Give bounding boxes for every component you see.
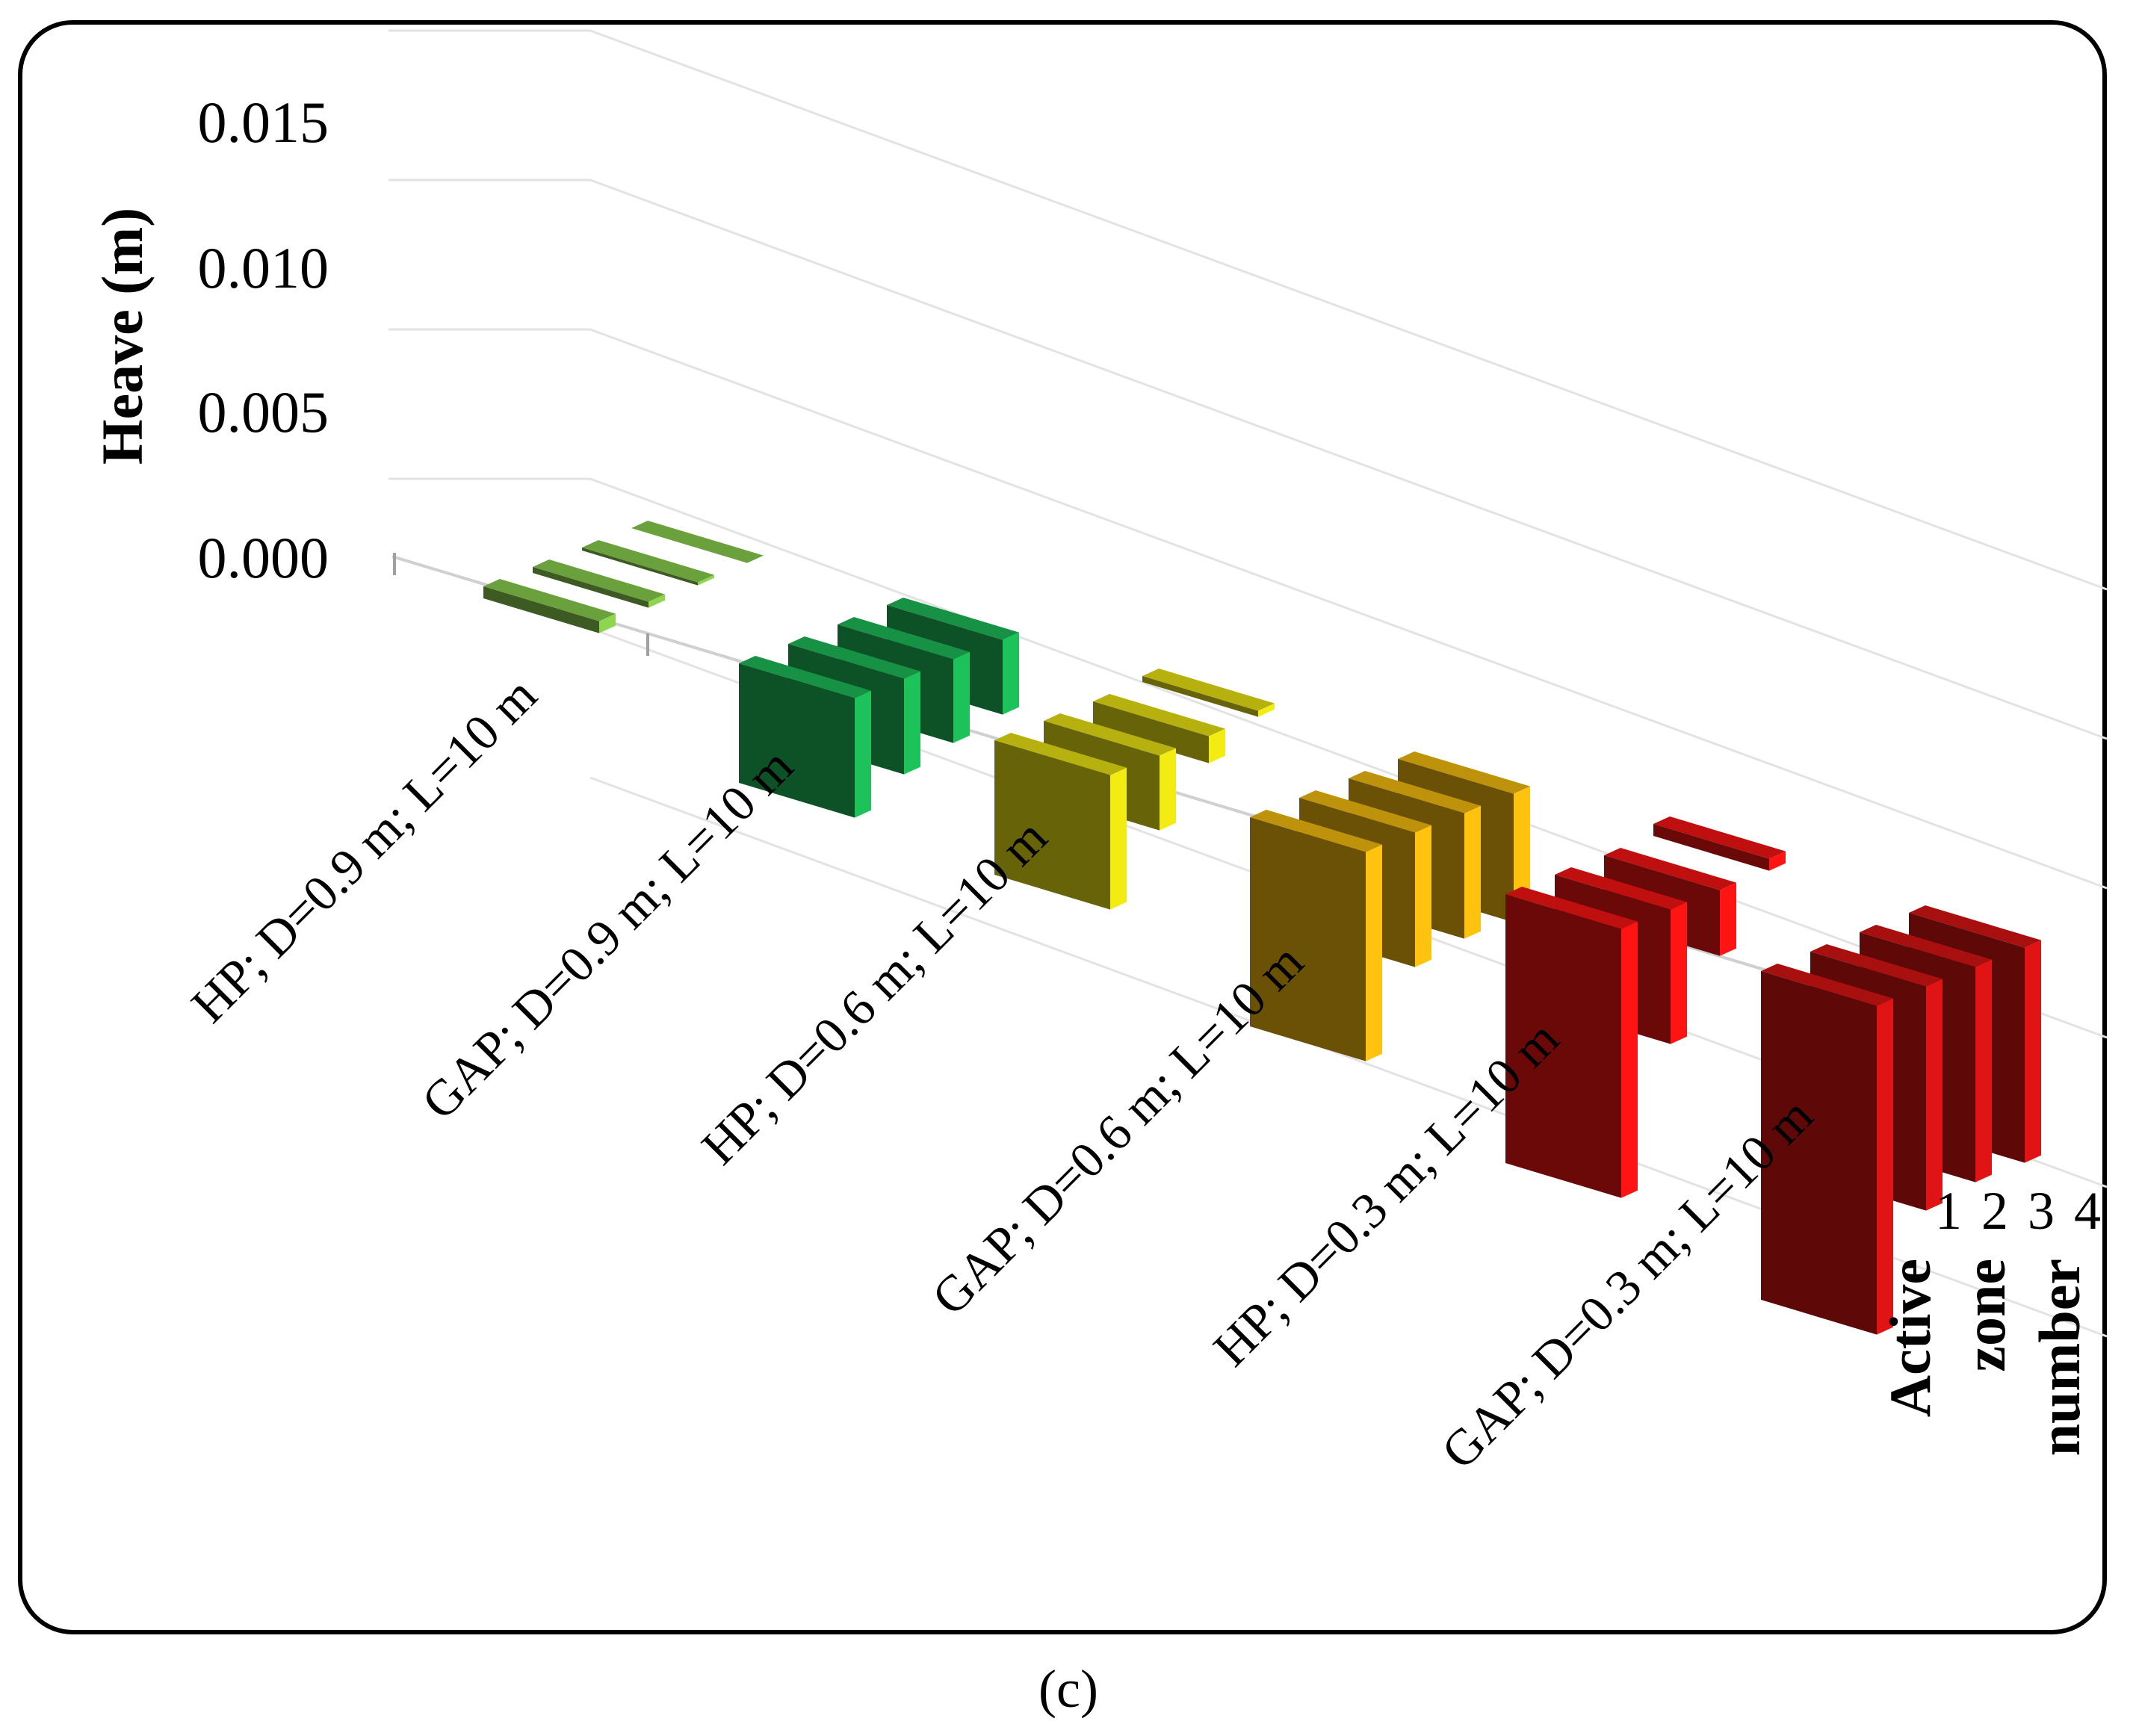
- bar-cap: [838, 617, 970, 660]
- bar-cap: [1810, 944, 1942, 987]
- bar-front-face: [1761, 971, 1877, 1335]
- bar-cap: [533, 559, 665, 602]
- bar-cap: [483, 579, 616, 621]
- bar-cap: [1299, 790, 1431, 833]
- y-tick-label: 0.005: [198, 379, 329, 444]
- bar: [631, 521, 764, 563]
- bar-side-face: [1926, 979, 1942, 1211]
- bar-front-face: [1142, 676, 1258, 717]
- bar-front-face: [1653, 824, 1769, 871]
- bar-side-face: [1003, 632, 1019, 715]
- bar-front-face: [483, 586, 599, 633]
- bar-cap: [1909, 905, 2041, 948]
- bar-side-face: [904, 671, 920, 775]
- y-tick-label: 0.000: [198, 525, 329, 590]
- gridline: [388, 29, 2108, 591]
- gridline: [388, 328, 2108, 890]
- bar-cap: [1604, 848, 1736, 890]
- bar: [1653, 816, 1786, 871]
- bar-side-face: [1975, 959, 1992, 1182]
- bar-side-face: [855, 690, 871, 818]
- bar-side-face: [1720, 882, 1736, 956]
- gridline: [388, 179, 2108, 740]
- bar-cap: [1093, 694, 1225, 737]
- bar: [994, 733, 1127, 910]
- bar-front-face: [533, 567, 648, 608]
- gridline: [388, 477, 2108, 1039]
- bar-cap: [631, 521, 764, 563]
- bar-side-face: [1415, 825, 1431, 967]
- bar: [1505, 887, 1638, 1198]
- bar: [1093, 694, 1225, 763]
- figure-label: (c): [1038, 1659, 1098, 1719]
- bar-cap: [1555, 867, 1687, 910]
- bar-side-face: [1769, 851, 1786, 871]
- bar-side-face: [599, 613, 616, 633]
- depth-tick-label: 2: [1981, 1181, 2008, 1241]
- bar-cap: [582, 540, 714, 583]
- bar-cap: [1761, 964, 1893, 1006]
- bar-cap: [1398, 751, 1530, 794]
- bar-cap: [1250, 810, 1382, 852]
- y-tick-labels: 0.015 0.010 0.005 0.000: [198, 90, 329, 590]
- bar-side-face: [2025, 940, 2041, 1163]
- bar-side-face: [1621, 921, 1638, 1198]
- bar-side-face: [1464, 805, 1481, 939]
- bar-side-face: [1671, 902, 1687, 1044]
- bar-cap: [994, 733, 1127, 775]
- bar-side-face: [1258, 703, 1275, 717]
- bar-cap: [739, 656, 871, 698]
- bar-front-face: [739, 663, 855, 818]
- depth-axis-labels: 1 2 3 4 Active zone number: [1877, 1181, 2101, 1456]
- bar-cap: [788, 636, 920, 679]
- bar-cap: [1349, 771, 1481, 813]
- bar: [483, 579, 616, 633]
- bar-front-face: [1093, 701, 1209, 763]
- bar: [582, 540, 714, 586]
- bar-front-face: [1505, 894, 1621, 1198]
- depth-axis-title-line: Active: [1877, 1259, 1942, 1417]
- depth-axis-title-line: number: [2027, 1259, 2092, 1456]
- depth-tick-label: 4: [2074, 1181, 2101, 1241]
- bar-side-face: [648, 594, 665, 608]
- bar-side-face: [1110, 767, 1127, 910]
- depth-tick-label: 3: [2028, 1181, 2055, 1241]
- bar-cap: [1505, 887, 1638, 929]
- bar-front-face: [582, 548, 698, 586]
- y-tick-label: 0.010: [198, 235, 329, 300]
- bar-side-face: [1366, 844, 1382, 1061]
- y-tick-label: 0.015: [198, 90, 329, 155]
- bar: [1761, 964, 1893, 1335]
- bar-side-face: [698, 574, 714, 586]
- bar: [739, 656, 871, 818]
- bar-side-face: [1877, 998, 1893, 1335]
- bar-cap: [887, 598, 1019, 640]
- bars: [483, 521, 2041, 1335]
- bar-side-face: [953, 651, 970, 743]
- bar: [1142, 669, 1275, 717]
- y-axis-title: Heave (m): [90, 208, 155, 465]
- bar-side-face: [1209, 728, 1225, 763]
- bar-cap: [1044, 713, 1176, 756]
- bar-cap: [1860, 925, 1992, 967]
- bar-front-face: [1250, 817, 1366, 1061]
- bar-cap: [1653, 816, 1786, 859]
- bar: [533, 559, 665, 608]
- depth-axis-title-line: zone: [1952, 1259, 2017, 1372]
- bar-cap: [1142, 669, 1275, 711]
- bar-side-face: [1160, 748, 1176, 831]
- depth-tick-label: 1: [1935, 1181, 1962, 1241]
- bar-front-face: [994, 740, 1110, 910]
- bar: [1250, 810, 1382, 1061]
